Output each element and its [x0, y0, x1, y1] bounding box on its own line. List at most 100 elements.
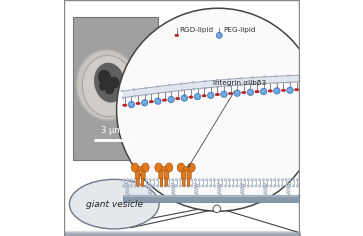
Circle shape [221, 185, 223, 187]
Circle shape [216, 86, 219, 88]
Circle shape [296, 179, 298, 181]
FancyBboxPatch shape [164, 167, 169, 179]
Circle shape [236, 93, 238, 94]
Circle shape [307, 179, 310, 181]
Circle shape [276, 82, 278, 84]
Ellipse shape [149, 101, 154, 103]
Circle shape [248, 92, 250, 93]
Circle shape [304, 179, 306, 181]
FancyBboxPatch shape [187, 177, 190, 186]
Circle shape [197, 97, 199, 99]
Circle shape [224, 185, 227, 187]
Ellipse shape [268, 90, 272, 92]
Circle shape [293, 179, 295, 181]
Circle shape [224, 95, 225, 96]
Circle shape [243, 179, 246, 181]
Circle shape [156, 185, 159, 187]
Circle shape [164, 185, 166, 187]
Circle shape [270, 185, 272, 187]
FancyBboxPatch shape [141, 167, 145, 179]
Ellipse shape [175, 34, 179, 37]
Circle shape [175, 185, 178, 187]
Circle shape [277, 89, 279, 91]
Circle shape [264, 76, 266, 78]
Circle shape [134, 185, 136, 187]
Circle shape [194, 93, 201, 100]
Circle shape [258, 179, 261, 181]
Circle shape [130, 185, 132, 187]
Circle shape [145, 101, 147, 103]
Circle shape [258, 185, 261, 187]
Circle shape [262, 90, 264, 91]
Circle shape [141, 185, 144, 187]
Circle shape [293, 185, 295, 187]
Ellipse shape [308, 88, 312, 90]
Circle shape [164, 179, 166, 181]
Circle shape [156, 101, 157, 102]
Circle shape [213, 185, 216, 187]
Circle shape [302, 89, 304, 90]
Circle shape [251, 179, 253, 181]
Circle shape [149, 185, 151, 187]
Circle shape [122, 185, 125, 187]
Circle shape [168, 84, 171, 86]
Circle shape [252, 76, 254, 78]
Circle shape [138, 179, 140, 181]
Circle shape [255, 179, 257, 181]
Ellipse shape [242, 91, 246, 94]
Circle shape [311, 73, 313, 76]
Circle shape [290, 88, 292, 90]
Circle shape [183, 97, 185, 99]
Circle shape [222, 94, 223, 95]
Circle shape [266, 179, 268, 181]
Circle shape [299, 81, 301, 83]
Circle shape [224, 93, 226, 94]
Circle shape [247, 185, 249, 187]
Circle shape [130, 103, 131, 104]
Ellipse shape [136, 102, 140, 105]
Circle shape [277, 185, 280, 187]
Circle shape [172, 179, 174, 181]
Circle shape [221, 179, 223, 181]
FancyBboxPatch shape [181, 167, 185, 179]
Circle shape [181, 89, 183, 92]
Circle shape [219, 36, 220, 38]
Circle shape [220, 34, 221, 35]
Circle shape [210, 95, 211, 96]
Circle shape [221, 91, 227, 97]
Circle shape [156, 179, 159, 181]
Circle shape [204, 80, 206, 82]
FancyBboxPatch shape [159, 167, 163, 179]
Circle shape [300, 185, 302, 187]
Ellipse shape [105, 85, 114, 94]
Circle shape [252, 83, 254, 85]
Circle shape [117, 8, 319, 211]
Circle shape [288, 90, 289, 91]
Circle shape [183, 179, 185, 181]
Text: RGD-lipid: RGD-lipid [180, 27, 214, 33]
Circle shape [260, 88, 267, 95]
Ellipse shape [176, 97, 180, 100]
FancyBboxPatch shape [183, 177, 185, 186]
Circle shape [300, 86, 307, 93]
Circle shape [129, 104, 131, 105]
Circle shape [264, 90, 265, 91]
Circle shape [202, 185, 204, 187]
Circle shape [191, 185, 193, 187]
Circle shape [275, 75, 277, 77]
FancyBboxPatch shape [165, 177, 167, 186]
Circle shape [213, 179, 216, 181]
Circle shape [156, 99, 158, 101]
Circle shape [175, 179, 178, 181]
Circle shape [130, 179, 132, 181]
Circle shape [302, 88, 303, 89]
Circle shape [168, 185, 170, 187]
Circle shape [211, 96, 212, 97]
Circle shape [249, 92, 251, 93]
Ellipse shape [281, 89, 286, 92]
Circle shape [262, 185, 265, 187]
Circle shape [236, 185, 238, 187]
Circle shape [232, 179, 234, 181]
Circle shape [216, 32, 222, 38]
Circle shape [276, 90, 277, 92]
